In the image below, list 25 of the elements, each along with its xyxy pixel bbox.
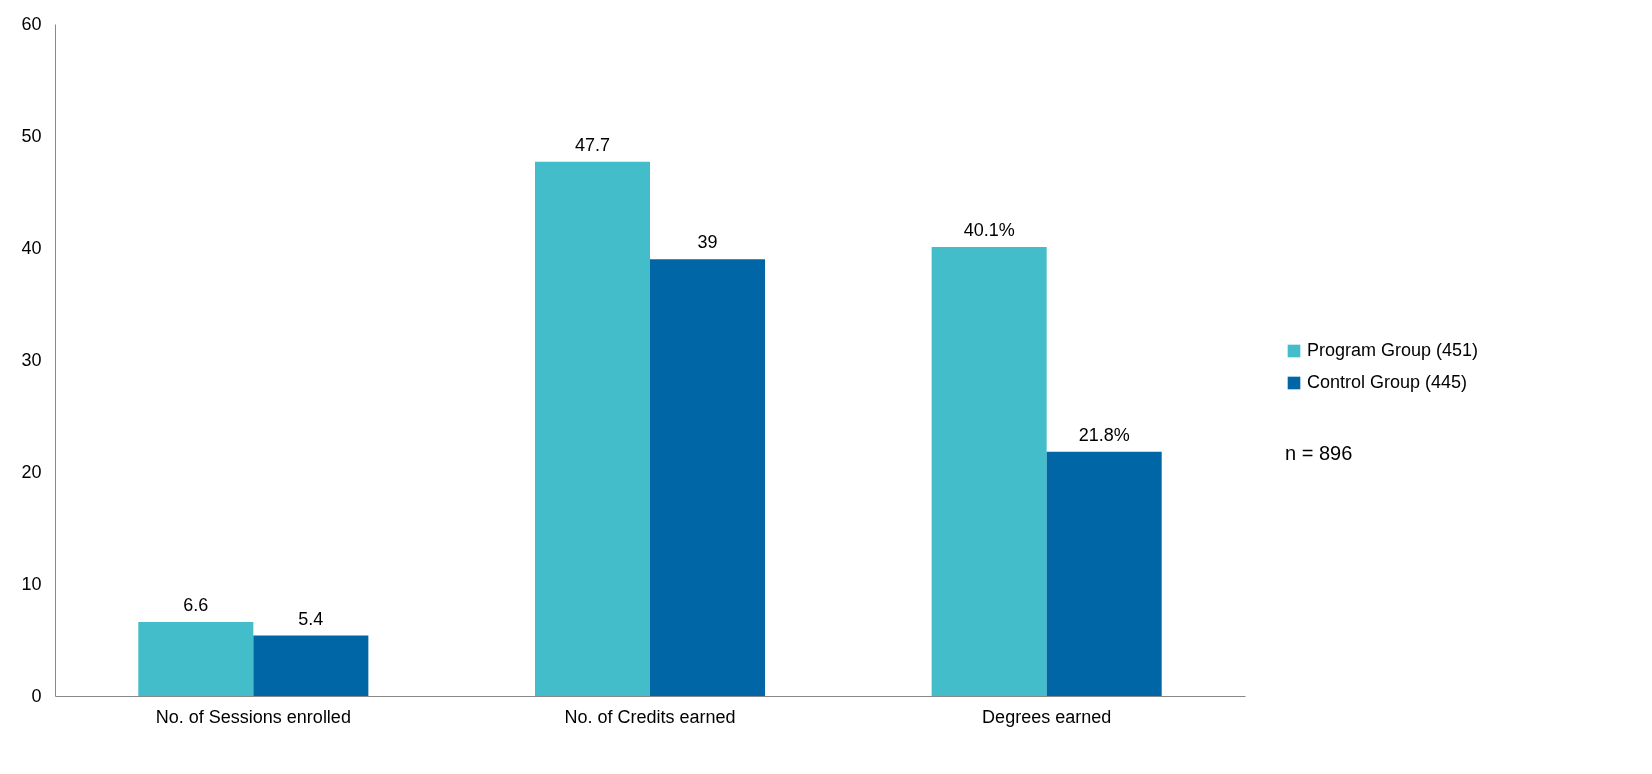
- y-tick-label: 40: [21, 237, 42, 258]
- bar: [534, 161, 650, 696]
- y-tick-label: 20: [21, 461, 42, 482]
- bar: [253, 635, 369, 696]
- bar: [650, 259, 766, 696]
- data-label: 47.7: [574, 134, 611, 155]
- y-tick-label: 60: [21, 13, 42, 34]
- legend-label: Control Group (445): [1307, 372, 1468, 392]
- data-label: 40.1%: [963, 219, 1015, 240]
- bar: [931, 246, 1047, 696]
- bar: [138, 622, 254, 696]
- x-tick-label: Degrees earned: [982, 706, 1112, 727]
- y-tick-label: 10: [21, 573, 42, 594]
- y-tick-label: 0: [31, 685, 42, 706]
- data-label: 21.8%: [1078, 424, 1130, 445]
- x-tick-label: No. of Sessions enrolled: [155, 706, 351, 727]
- legend-label: Program Group (451): [1307, 340, 1479, 360]
- text: n = 896: [1285, 442, 1353, 464]
- data-label: 6.6: [183, 595, 209, 616]
- data-label: 39: [697, 232, 718, 253]
- y-tick-label: 30: [21, 349, 42, 370]
- bar: [1046, 451, 1162, 696]
- y-tick-label: 50: [21, 125, 42, 146]
- x-tick-label: No. of Credits earned: [564, 706, 736, 727]
- data-label: 5.4: [298, 608, 324, 629]
